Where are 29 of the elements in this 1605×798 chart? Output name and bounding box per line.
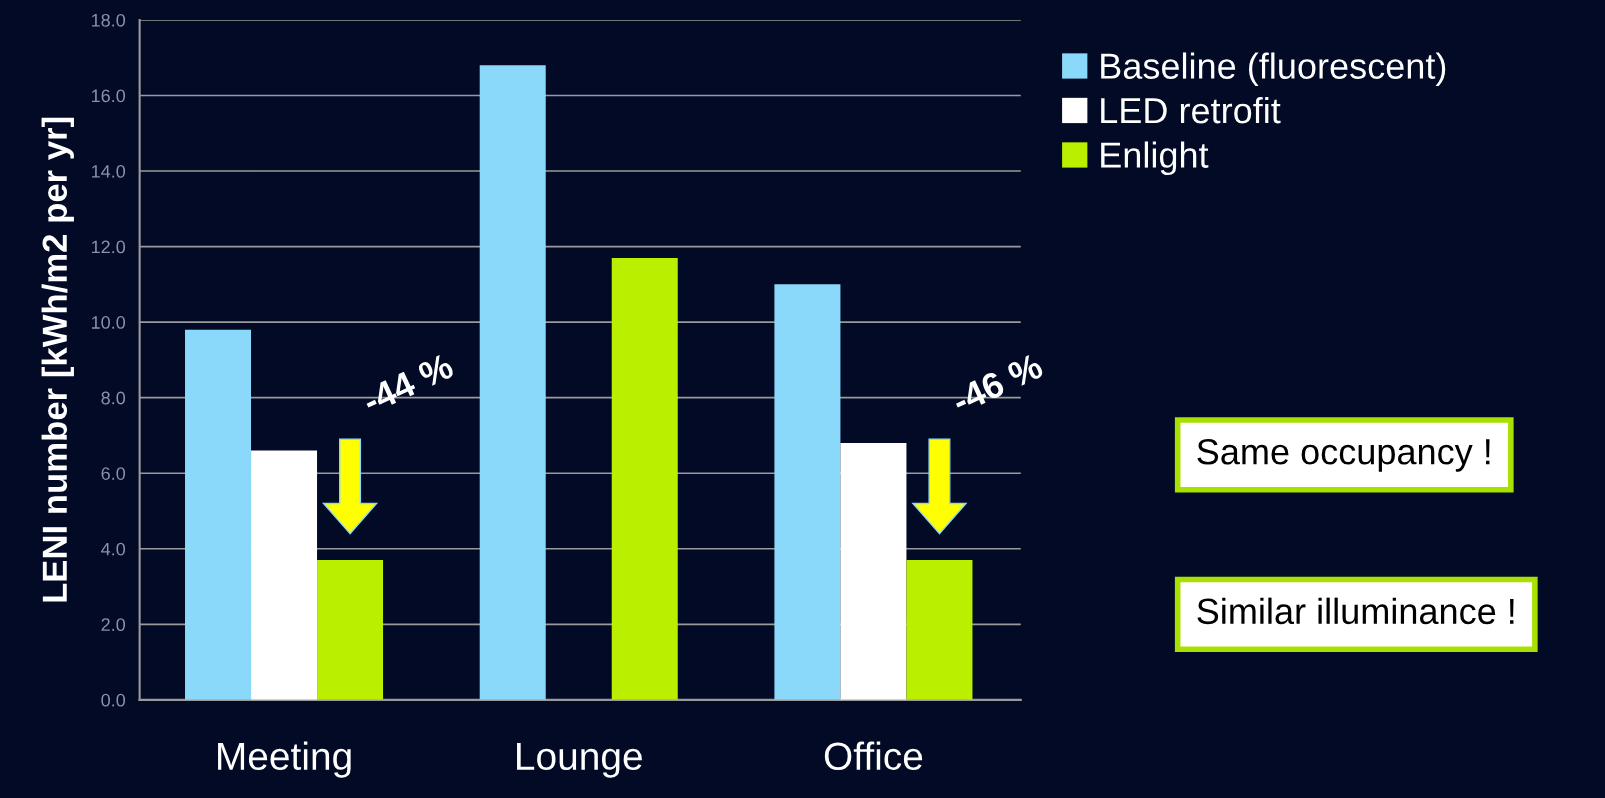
text: Similar illuminance ! [1197, 597, 1514, 625]
annotation: -44 % [360, 352, 455, 415]
bar [774, 284, 841, 700]
y-tick-label: 10.0 [91, 316, 126, 329]
y-tick-label: 16.0 [91, 89, 126, 103]
bar [840, 443, 907, 700]
x-tick-label: Meeting [218, 741, 351, 778]
text: Same occupancy ! [1197, 438, 1490, 472]
bar [479, 65, 546, 700]
y-tick-label: 18.0 [91, 13, 126, 27]
y-tick-label: 4.0 [101, 542, 126, 556]
bar [251, 450, 318, 700]
y-axis-title: LENI number [kWh/m2 per yr] [41, 117, 74, 602]
y-tick-label: 6.0 [101, 467, 126, 480]
bar [185, 329, 252, 700]
y-tick-label: 8.0 [101, 391, 126, 405]
y-tick-label: 12.0 [91, 240, 126, 254]
bar [611, 257, 678, 700]
annotation: -46 % [950, 352, 1045, 415]
x-tick-label: Lounge [517, 742, 642, 778]
legend-label: LED retrofit [1101, 96, 1281, 124]
bar [906, 560, 973, 700]
legend-label: Enlight [1101, 141, 1209, 176]
y-tick-label: 2.0 [101, 618, 126, 632]
bar [317, 560, 384, 700]
legend-label: Baseline (fluorescent) [1101, 52, 1446, 87]
x-tick-label: Office [824, 741, 923, 771]
y-tick-label: 14.0 [91, 164, 126, 178]
y-tick-label: 0.0 [101, 693, 126, 707]
